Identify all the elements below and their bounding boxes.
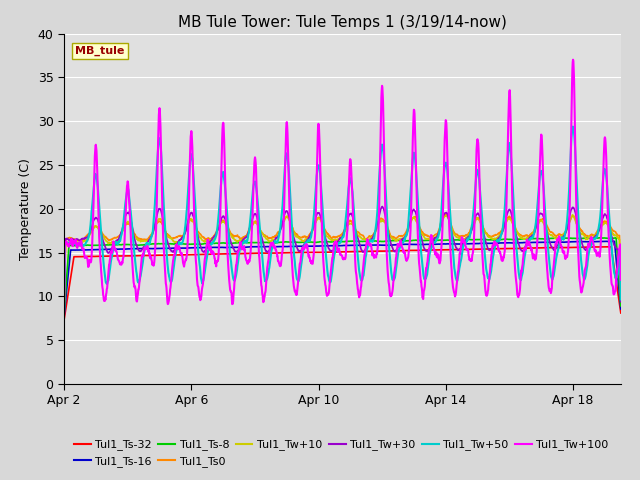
- Y-axis label: Temperature (C): Temperature (C): [19, 158, 32, 260]
- Title: MB Tule Tower: Tule Temps 1 (3/19/14-now): MB Tule Tower: Tule Temps 1 (3/19/14-now…: [178, 15, 507, 30]
- Legend: Tul1_Ts-32, Tul1_Ts-16, Tul1_Ts-8, Tul1_Ts0, Tul1_Tw+10, Tul1_Tw+30, Tul1_Tw+50,: Tul1_Ts-32, Tul1_Ts-16, Tul1_Ts-8, Tul1_…: [70, 435, 612, 471]
- Text: MB_tule: MB_tule: [75, 46, 125, 56]
